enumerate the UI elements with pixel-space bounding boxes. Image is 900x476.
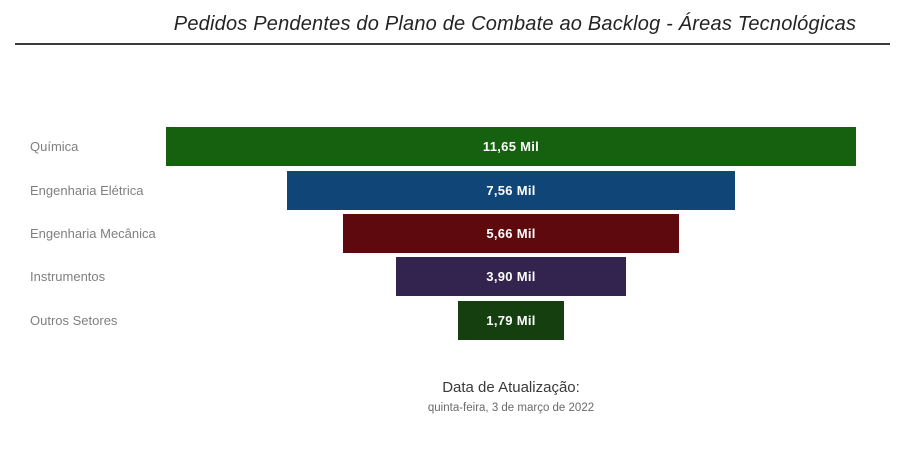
bar-zone: 1,79 Mil: [166, 300, 856, 340]
update-label: Data de Atualização:: [442, 378, 580, 396]
category-label: Engenharia Elétrica: [30, 182, 144, 198]
funnel-row: Química 11,65 Mil: [0, 125, 900, 168]
value-label: 11,65 Mil: [482, 139, 540, 155]
value-label: 3,90 Mil: [486, 269, 536, 285]
funnel-chart: Química 11,65 Mil Engenharia Elétrica 7,56 …: [0, 125, 900, 342]
category-label: Outros Setores: [30, 312, 118, 328]
funnel-row: Engenharia Mecânica 5,66 Mil: [0, 212, 900, 255]
category-label: Química: [30, 139, 79, 155]
value-label: 7,56 Mil: [486, 182, 536, 198]
funnel-bar[interactable]: 5,66 Mil: [343, 213, 679, 253]
funnel-bar[interactable]: 1,79 Mil: [457, 300, 564, 340]
value-label: 5,66 Mil: [486, 225, 536, 241]
funnel-bar[interactable]: 7,56 Mil: [287, 170, 735, 210]
funnel-bar[interactable]: 11,65 Mil: [166, 127, 856, 167]
bar-zone: 11,65 Mil: [166, 127, 856, 167]
bar-zone: 7,56 Mil: [166, 170, 856, 210]
chart-title: Pedidos Pendentes do Plano de Combate ao…: [173, 13, 857, 35]
value-label: 1,79 Mil: [486, 312, 536, 328]
chart-header: Pedidos Pendentes do Plano de Combate ao…: [0, 0, 900, 36]
funnel-row: Instrumentos 3,90 Mil: [0, 255, 900, 298]
title-divider: [15, 43, 890, 45]
update-date: quinta-feira, 3 de março de 2022: [427, 401, 595, 414]
funnel-bar[interactable]: 3,90 Mil: [395, 257, 627, 297]
category-label: Engenharia Mecânica: [30, 225, 156, 241]
category-label: Instrumentos: [30, 269, 106, 285]
update-info: Data de Atualização: quinta-feira, 3 de …: [166, 379, 856, 414]
bar-zone: 5,66 Mil: [166, 213, 856, 253]
funnel-row: Engenharia Elétrica 7,56 Mil: [0, 168, 900, 211]
funnel-row: Outros Setores 1,79 Mil: [0, 299, 900, 342]
bar-zone: 3,90 Mil: [166, 257, 856, 297]
